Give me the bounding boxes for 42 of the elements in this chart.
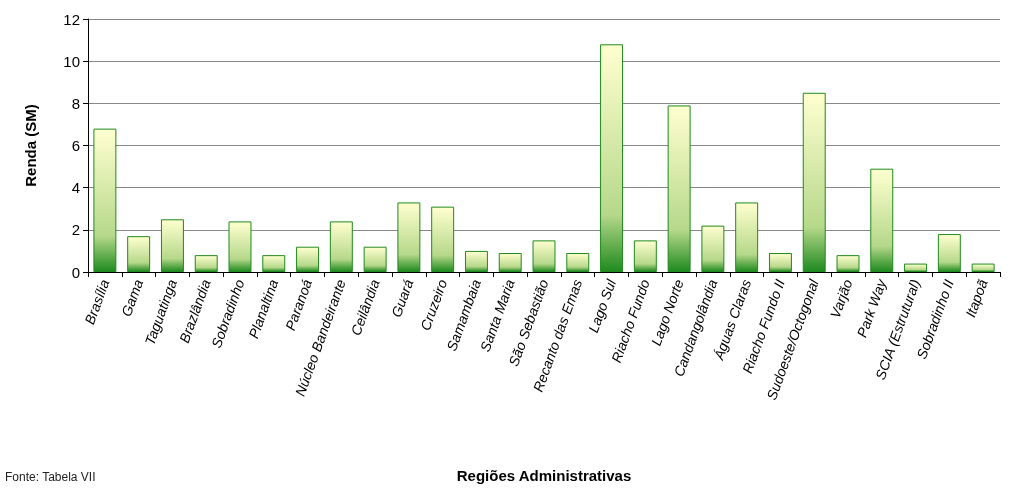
bar [701,225,725,272]
x-tick-label: Itapoã [962,277,991,320]
y-tick-label: 8 [71,94,80,112]
bar [802,92,826,272]
bar [498,253,522,272]
x-tick-label: Gama [118,277,147,319]
bar [262,255,286,272]
bar [296,246,320,272]
bar [194,255,218,272]
y-tick-label: 10 [63,52,80,70]
x-tick-label: Lago Sul [585,276,620,335]
bar [363,246,387,272]
bar [228,221,252,272]
x-tick-label: Varjão [826,277,856,321]
bar [566,253,590,272]
bar [667,105,691,272]
bar [93,128,117,272]
bar [127,236,151,272]
y-tick-label: 6 [71,137,80,154]
bar [904,263,928,272]
x-tick-label: Guará [388,277,417,320]
y-tick-label: 0 [71,263,80,281]
y-tick-label: 12 [63,10,80,28]
bar [768,253,792,272]
bar [870,168,894,272]
bar [735,202,759,272]
bar [532,240,556,272]
bar [836,255,860,272]
source-note: Fonte: Tabela VII [5,470,96,484]
bar [971,263,995,272]
bar [160,219,184,272]
x-axis-title: Regiões Administrativas [456,467,632,484]
bar [464,250,488,272]
bar [431,206,455,272]
bar [633,240,657,272]
bar [329,221,353,272]
bar [937,234,961,272]
bar [600,44,624,272]
y-axis-title: Renda (SM) [22,104,39,187]
bar [397,202,421,272]
y-tick-label: 4 [71,179,80,197]
y-tick-label: 2 [71,221,80,239]
